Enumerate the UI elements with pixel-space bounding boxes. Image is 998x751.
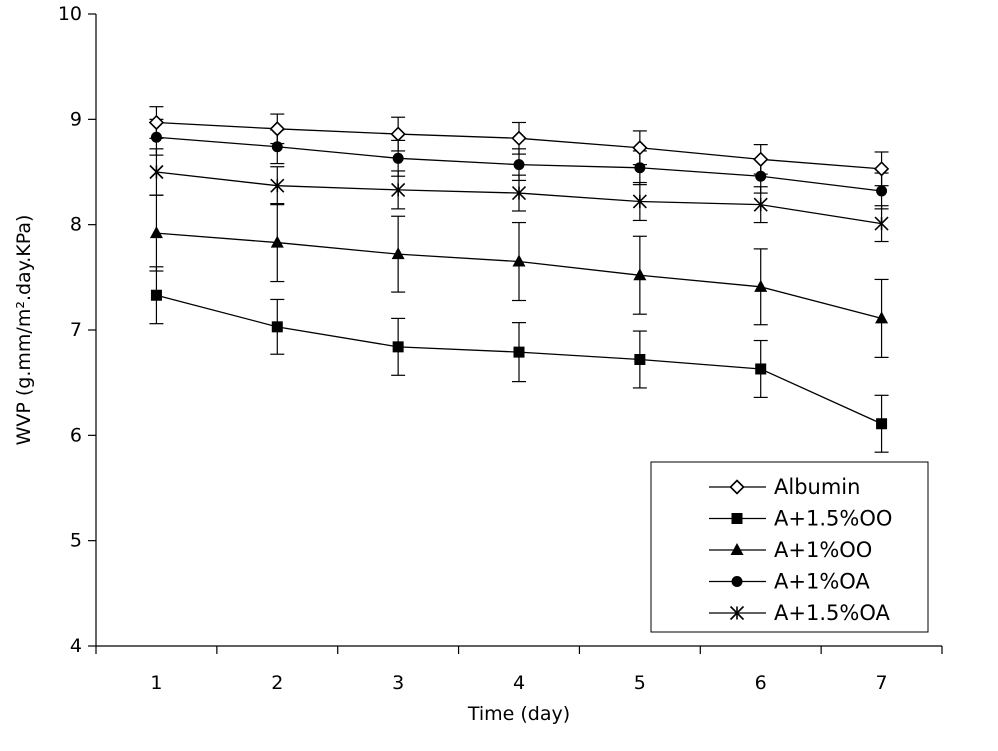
data-point xyxy=(148,114,165,131)
data-point xyxy=(512,254,526,267)
legend-label: Albumin xyxy=(774,475,860,499)
x-tick-label: 4 xyxy=(513,672,525,694)
legend-marker xyxy=(729,605,745,621)
legend-marker xyxy=(730,543,744,555)
y-tick-label: 4 xyxy=(70,635,82,657)
series-2 xyxy=(150,289,888,430)
legend-marker xyxy=(731,576,743,587)
legend: Albumin A+1.5%OO A+1%OO A+1%OA A+1.5%OA xyxy=(650,461,929,633)
legend-item: A+1.5%OA xyxy=(709,601,890,625)
legend-label: A+1.5%OO xyxy=(774,507,892,531)
series-4 xyxy=(150,131,888,197)
y-ticks: 4 5 6 7 8 9 10 xyxy=(58,3,96,657)
y-tick-label: 8 xyxy=(70,214,82,236)
data-point xyxy=(513,159,525,171)
legend-label: A+1%OA xyxy=(774,570,870,594)
legend-item: Albumin xyxy=(709,475,860,499)
data-point xyxy=(754,279,768,292)
data-point xyxy=(391,182,406,197)
data-point xyxy=(633,268,647,281)
data-point xyxy=(755,170,767,182)
y-tick-label: 7 xyxy=(70,319,82,341)
data-point xyxy=(876,185,888,197)
data-point xyxy=(876,418,888,430)
data-point xyxy=(392,341,404,353)
data-point xyxy=(873,161,890,177)
data-point xyxy=(390,126,406,142)
x-tick-label: 2 xyxy=(271,672,283,694)
data-point xyxy=(269,121,285,137)
legend-item: A+1%OA xyxy=(709,570,870,594)
data-point xyxy=(511,186,527,201)
series-1 xyxy=(148,114,890,177)
data-point xyxy=(874,216,889,231)
data-point xyxy=(511,130,527,146)
data-point xyxy=(150,289,162,301)
x-tick-label: 7 xyxy=(876,672,888,694)
data-point xyxy=(755,363,767,375)
x-axis-title: Time (day) xyxy=(467,703,570,725)
data-point xyxy=(634,162,646,174)
data-point xyxy=(149,226,163,239)
data-point xyxy=(634,353,646,365)
legend-item: A+1%OO xyxy=(709,538,872,562)
series-3 xyxy=(149,226,889,324)
data-point xyxy=(875,311,889,324)
data-point xyxy=(270,178,285,193)
legend-marker xyxy=(729,479,745,495)
legend-box xyxy=(650,461,929,633)
x-ticks: 1 2 3 4 5 6 7 xyxy=(95,646,943,694)
x-tick-label: 5 xyxy=(634,672,646,694)
series-5 xyxy=(149,164,889,231)
y-tick-label: 9 xyxy=(70,108,82,130)
x-tick-label: 1 xyxy=(150,672,162,694)
data-point xyxy=(149,164,164,180)
y-tick-label: 10 xyxy=(58,3,82,25)
legend-label: A+1.5%OA xyxy=(774,601,890,625)
error-bars xyxy=(149,106,889,453)
legend-marker xyxy=(731,513,743,524)
legend-label: A+1%OO xyxy=(774,538,872,562)
series-lines xyxy=(148,114,890,430)
y-axis-title: WVP (g.mm/m².day.KPa) xyxy=(13,215,35,446)
data-point xyxy=(392,152,404,164)
y-tick-label: 5 xyxy=(70,530,82,552)
data-point xyxy=(513,346,525,358)
data-point xyxy=(753,197,768,212)
y-tick-label: 6 xyxy=(70,424,82,446)
data-point xyxy=(270,235,284,248)
x-tick-label: 3 xyxy=(392,672,404,694)
data-point xyxy=(271,321,283,333)
data-point xyxy=(632,194,647,209)
data-point xyxy=(753,151,769,167)
data-point xyxy=(391,247,405,260)
data-point xyxy=(150,131,162,143)
x-tick-label: 6 xyxy=(755,672,767,694)
legend-item: A+1.5%OO xyxy=(709,507,892,531)
data-point xyxy=(271,141,283,153)
data-point xyxy=(632,140,648,156)
